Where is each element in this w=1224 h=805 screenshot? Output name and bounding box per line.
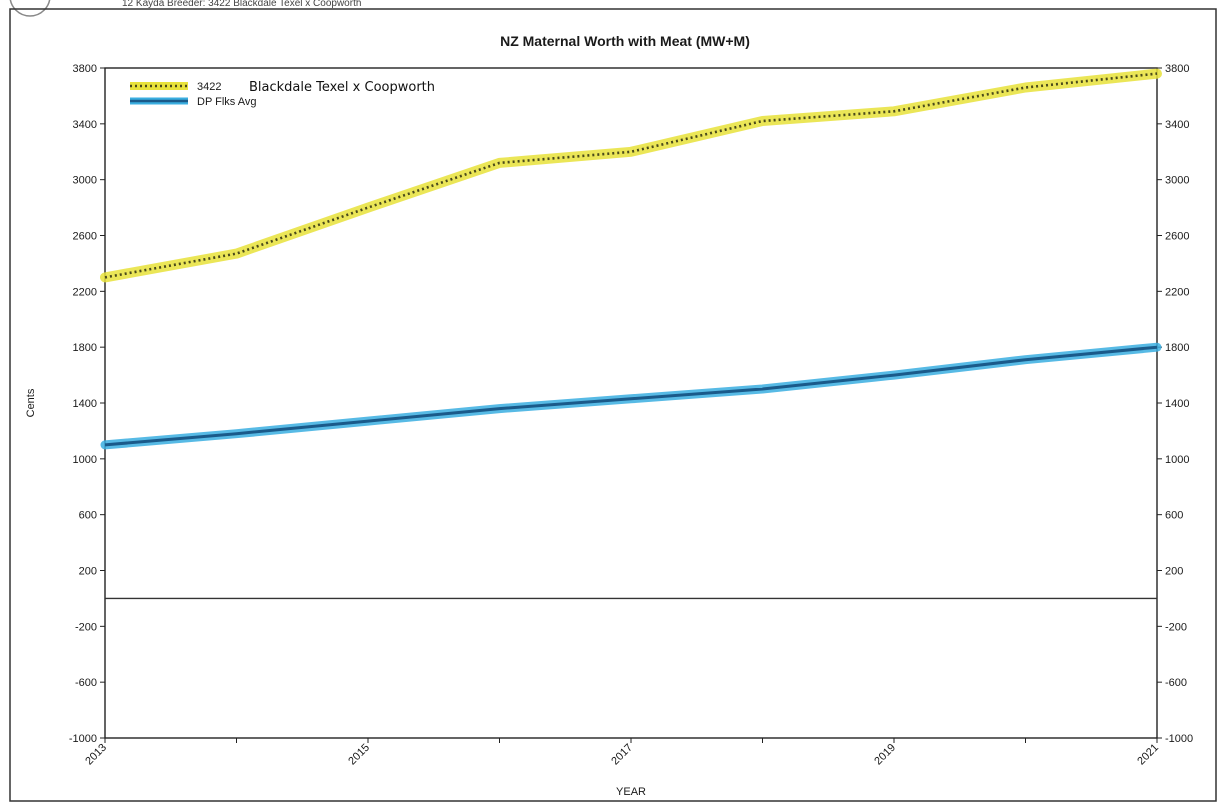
- y-tick-label-right: 1000: [1165, 454, 1189, 466]
- header-text: 12 Kayda Breeder: 3422 Blackdale Texel x…: [122, 0, 361, 9]
- series-line-1-dots: [104, 72, 1158, 279]
- y-axis-right: 3800 3400 3000 2600 2200 1800 1400 1000 600 200 -2…: [1157, 63, 1193, 745]
- y-tick-label-right: 3000: [1165, 175, 1189, 187]
- y-tick-label-left: -1000: [69, 733, 97, 745]
- y-tick-label-left: 3000: [73, 175, 97, 187]
- y-tick-label-right: -200: [1165, 621, 1187, 633]
- y-tick-label-left: 1800: [73, 342, 97, 354]
- y-tick-label-right: 2600: [1165, 231, 1189, 243]
- x-axis-label: YEAR: [616, 786, 646, 798]
- logo-seal-icon: [9, 0, 51, 17]
- x-tick-label: 2017: [609, 742, 635, 768]
- y-axis-left: 3800 3400 3000 2600 2200 1800 1400 1000 600 200 -2…: [69, 63, 105, 745]
- series-line-1: [100, 68, 1162, 283]
- y-tick-label-left: -600: [75, 677, 97, 689]
- y-tick-label-right: 600: [1165, 510, 1183, 522]
- y-tick-label-left: 3400: [73, 119, 97, 131]
- legend: 3422 Blackdale Texel x Coopworth DP Flks…: [130, 80, 435, 108]
- page-frame: [9, 8, 1217, 802]
- x-axis: 2013 2015 2017 2019 2021: [83, 738, 1161, 767]
- y-tick-label-right: 3800: [1165, 63, 1189, 75]
- x-tick-label: 2013: [83, 742, 109, 768]
- y-tick-label-right: -1000: [1165, 733, 1193, 745]
- y-tick-label-right: -600: [1165, 677, 1187, 689]
- series-layer: [100, 68, 1162, 450]
- y-tick-label-left: 1400: [73, 398, 97, 410]
- y-tick-label-right: 3400: [1165, 119, 1189, 131]
- legend-code-series-1: 3422: [197, 81, 221, 93]
- series-line-2-core: [104, 345, 1158, 447]
- y-tick-label-right: 2200: [1165, 286, 1189, 298]
- x-tick-label: 2015: [346, 742, 372, 768]
- y-tick-label-right: 1800: [1165, 342, 1189, 354]
- y-tick-label-left: 2600: [73, 231, 97, 243]
- y-axis-label: Cents: [25, 388, 37, 417]
- y-tick-label-left: 1000: [73, 454, 97, 466]
- y-tick-label-left: 200: [79, 566, 97, 578]
- chart-title: NZ Maternal Worth with Meat (MW+M): [500, 33, 750, 49]
- legend-label-series-2: DP Flks Avg: [197, 96, 257, 108]
- header-strip: 12 Kayda Breeder: 3422 Blackdale Texel x…: [9, 0, 361, 17]
- y-tick-label-left: -200: [75, 621, 97, 633]
- x-tick-label: 2021: [1135, 742, 1161, 768]
- y-tick-label-right: 200: [1165, 566, 1183, 578]
- y-tick-label-right: 1400: [1165, 398, 1189, 410]
- y-tick-label-left: 600: [79, 510, 97, 522]
- x-tick-label: 2019: [872, 742, 898, 768]
- y-tick-label-left: 2200: [73, 286, 97, 298]
- y-tick-label-left: 3800: [73, 63, 97, 75]
- legend-label-series-1: Blackdale Texel x Coopworth: [249, 80, 435, 95]
